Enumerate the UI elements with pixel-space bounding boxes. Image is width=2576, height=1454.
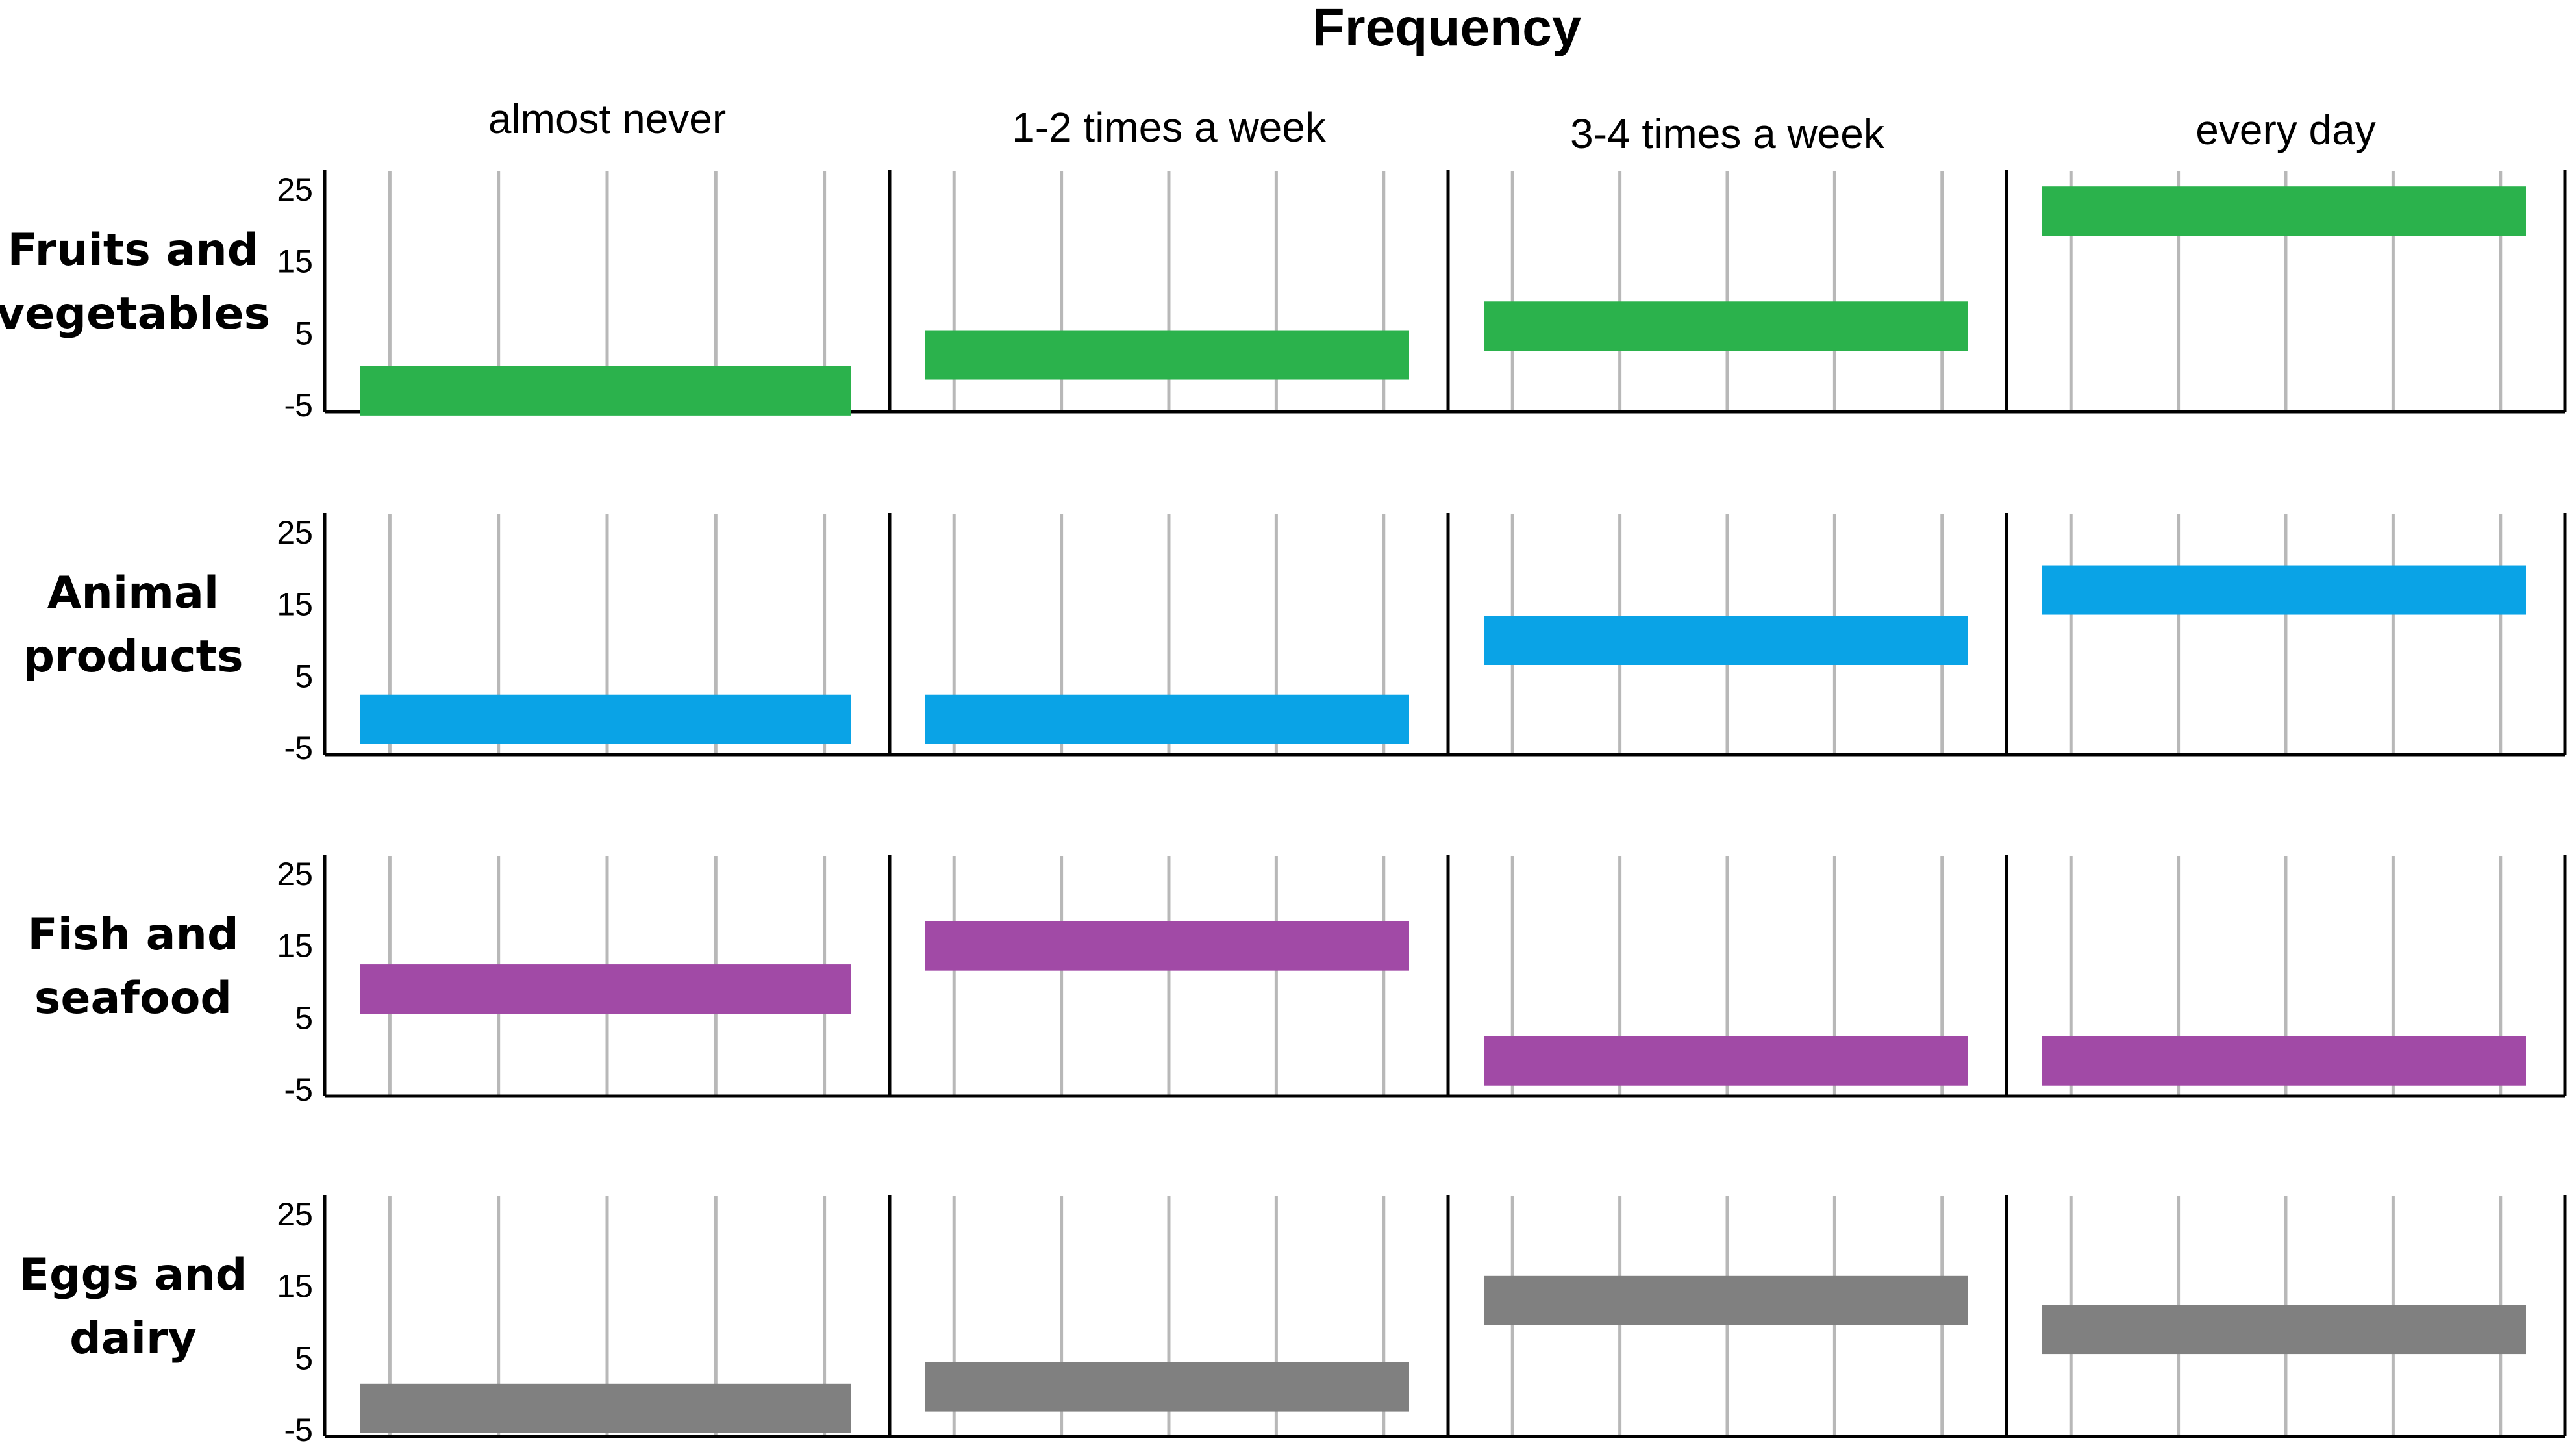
chart-row: 25 15 5 -5 — [277, 170, 2567, 423]
bar — [1484, 616, 1968, 665]
y-tick-label: -5 — [284, 1072, 313, 1108]
row-label: Fish and — [27, 909, 238, 960]
y-tick-label: -5 — [284, 730, 313, 766]
column-label: 3-4 times a week — [1570, 110, 1885, 157]
y-tick-label: 25 — [277, 514, 313, 551]
column-label: almost never — [488, 95, 726, 142]
y-tick-label: 15 — [277, 1268, 313, 1305]
chart-panels: 25 15 5 -5 25 15 5 -5 25 15 5 -5 25 15 5 -5 — [277, 170, 2567, 1448]
y-tick-label: 5 — [295, 1340, 313, 1376]
row-label: Animal — [47, 568, 219, 619]
bar — [2042, 565, 2526, 615]
bar — [360, 366, 851, 416]
row-label: dairy — [69, 1313, 197, 1364]
chart-row: 25 15 5 -5 — [277, 855, 2567, 1108]
row-label: Eggs and — [19, 1249, 247, 1301]
bar — [360, 964, 851, 1014]
y-tick-label: 25 — [277, 1196, 313, 1233]
bar — [1484, 1036, 1968, 1086]
y-tick-label: 15 — [277, 586, 313, 623]
bar — [925, 921, 1409, 971]
column-label: 1-2 times a week — [1012, 104, 1327, 151]
y-tick-label: 15 — [277, 244, 313, 280]
y-tick-label: 5 — [295, 658, 313, 694]
bar — [2042, 1305, 2526, 1355]
bar — [925, 1362, 1409, 1412]
bar — [1484, 1275, 1968, 1325]
y-tick-label: 5 — [295, 999, 313, 1036]
bar — [2042, 1036, 2526, 1086]
row-label: vegetables — [0, 288, 270, 340]
bar — [2042, 186, 2526, 236]
bar — [360, 694, 851, 744]
row-label: products — [23, 631, 243, 683]
y-tick-label: 25 — [277, 856, 313, 892]
chart-row: 25 15 5 -5 — [277, 1195, 2567, 1448]
bar — [925, 330, 1409, 380]
y-tick-label: 5 — [295, 315, 313, 351]
y-tick-label: -5 — [284, 387, 313, 423]
row-label: seafood — [34, 973, 232, 1024]
bar — [1484, 301, 1968, 351]
y-tick-label: -5 — [284, 1412, 313, 1448]
row-label: Fruits and — [8, 225, 259, 276]
y-tick-label: 25 — [277, 171, 313, 208]
bar — [360, 1383, 851, 1433]
y-tick-label: 15 — [277, 928, 313, 964]
chart-title: Frequency — [1312, 0, 1582, 57]
column-labels: almost never 1-2 times a week 3-4 times a … — [488, 95, 2376, 157]
column-label: every day — [2195, 107, 2375, 153]
row-labels: Fruits and vegetables Animal products Fish a… — [0, 225, 270, 1364]
bar — [925, 694, 1409, 744]
chart-row: 25 15 5 -5 — [277, 513, 2567, 766]
